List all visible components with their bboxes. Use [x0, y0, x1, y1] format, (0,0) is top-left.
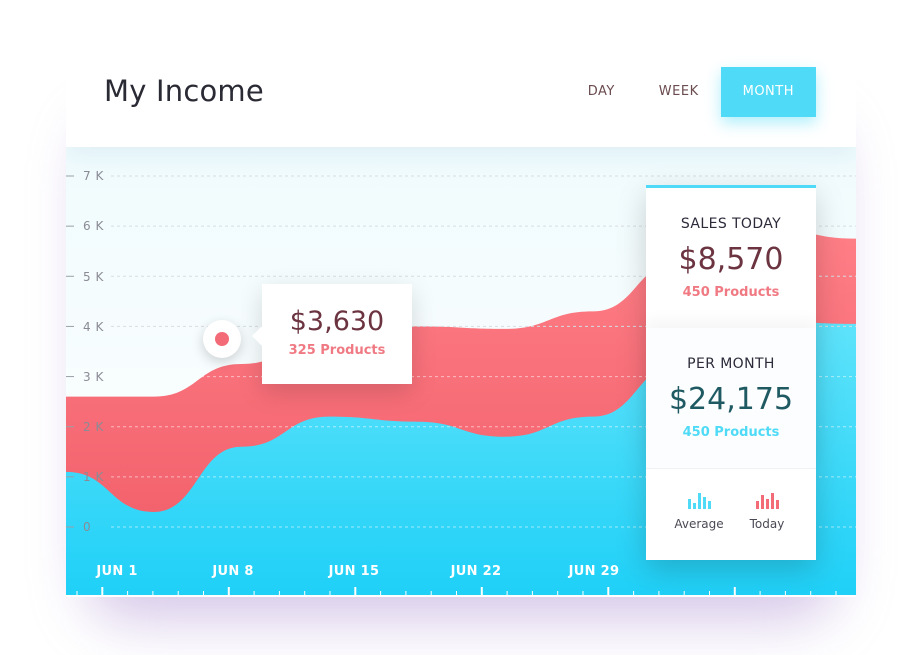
legend-average[interactable]: Average [664, 491, 734, 531]
sales-today-label: SALES TODAY [680, 216, 782, 232]
bar-chart-icon [664, 491, 734, 509]
y-tick-label: 6 K [83, 219, 104, 233]
legend-today-label: Today [749, 517, 785, 531]
card-header: My Income DAY WEEK MONTH [66, 37, 856, 147]
legend-average-label: Average [674, 517, 724, 531]
legend-today[interactable]: Today [732, 491, 802, 531]
x-tick-label: JUN 15 [328, 564, 380, 579]
y-tick-label: 3 K [83, 370, 104, 384]
tooltip-amount: $3,630 [289, 306, 385, 337]
per-month-value: $24,175 [668, 382, 794, 417]
y-tick-label: 0 [83, 520, 92, 534]
bar-chart-icon [732, 491, 802, 509]
data-point-dot [215, 332, 229, 346]
x-tick-label: JUN 1 [96, 564, 138, 579]
y-tick-label: 2 K [83, 420, 104, 434]
x-tick-label: JUN 29 [568, 564, 620, 579]
summary-panel: SALES TODAY $8,570 450 Products PER MONT… [646, 185, 816, 560]
period-tabs: DAY WEEK MONTH [566, 67, 816, 117]
per-month-label: PER MONTH [687, 356, 775, 372]
tab-day[interactable]: DAY [587, 84, 615, 99]
x-tick-label: JUN 22 [450, 564, 502, 579]
per-month-section: PER MONTH $24,175 450 Products [646, 328, 816, 468]
x-tick-label: JUN 8 [212, 564, 254, 579]
data-point-marker[interactable] [203, 320, 241, 358]
legend-section: Average Today [646, 468, 816, 561]
y-tick-label: 1 K [83, 470, 104, 484]
income-card: 7 K 6 K 5 K 4 K 3 K 2 K 1 K 0 JUN 1 JUN … [66, 37, 856, 597]
sales-today-section: SALES TODAY $8,570 450 Products [646, 188, 816, 328]
per-month-products: 450 Products [682, 425, 780, 440]
y-tick-label: 5 K [83, 270, 104, 284]
sales-today-products: 450 Products [682, 285, 780, 300]
page-title: My Income [104, 74, 264, 108]
x-axis-ticks [66, 587, 856, 597]
tooltip-products: 325 Products [288, 343, 386, 358]
data-tooltip: $3,630 325 Products [252, 284, 412, 384]
y-tick-label: 7 K [83, 169, 104, 183]
tab-week[interactable]: WEEK [658, 84, 699, 99]
tab-month[interactable]: MONTH [720, 67, 816, 117]
y-tick-label: 4 K [83, 320, 104, 334]
sales-today-value: $8,570 [678, 242, 784, 277]
